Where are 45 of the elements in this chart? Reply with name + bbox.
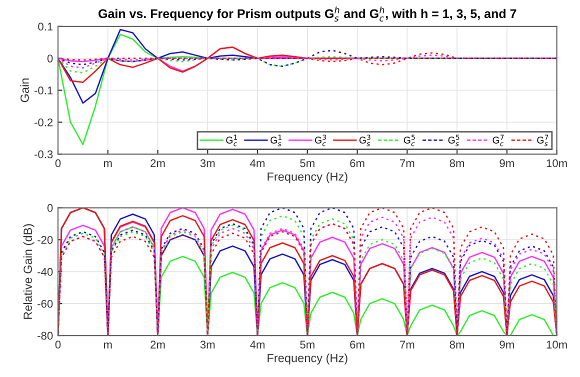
legend-label: G$^{3}$$_{s}$ <box>359 134 370 146</box>
legend-label: G$^{7}$$_{s}$ <box>537 134 548 146</box>
x-axis-title: Frequency (Hz) <box>268 354 348 365</box>
x-tick-label: 5m <box>300 340 314 349</box>
x-tick-label: 8m <box>450 159 464 168</box>
x-tick-label: 2m <box>150 159 165 168</box>
y-tick-label: -0.1 <box>34 86 53 94</box>
x-tick-label: 5m <box>300 159 314 168</box>
y-tick-label: -0.2 <box>34 118 53 126</box>
legend-label: G$^{5}$$_{s}$ <box>448 134 460 146</box>
x-tick-label: 7m <box>400 340 414 348</box>
x-tick-label: 7m <box>400 159 414 168</box>
y-tick-label: 0 <box>47 204 53 212</box>
y-tick-label: -60 <box>38 300 53 308</box>
y-tick-label: 0.1 <box>38 22 53 31</box>
legend-label: G$^{1}$$_{c}$ <box>226 134 238 146</box>
x-tick-label: 0 <box>55 340 61 349</box>
chart-title: Gain vs. Frequency for Prism outputs G$^{h}$$_{s}$ and G$^{h}$$_{c}$, with h = 1, 3, 5, and 7 <box>98 6 516 22</box>
x-tick-label: 2m <box>150 340 165 348</box>
x-tick-label: 4m <box>250 159 265 168</box>
x-tick-label: 9m <box>500 159 514 168</box>
y-tick-label: -80 <box>38 332 53 340</box>
y-axis-title: Gain <box>20 78 29 102</box>
y-tick-label: -20 <box>38 236 53 244</box>
x-tick-label: 10m <box>546 159 567 168</box>
x-tick-label: 9m <box>500 340 514 349</box>
y-tick-label: -0.3 <box>34 150 53 158</box>
legend-label: G$^{3}$$_{c}$ <box>315 134 326 146</box>
y-axis-title: Relative Gain (dB) <box>23 224 34 319</box>
x-tick-label: m <box>104 342 112 348</box>
x-tick-label: 10m <box>546 340 567 349</box>
x-tick-label: 0 <box>55 159 61 168</box>
y-tick-label: 0 <box>47 54 53 62</box>
x-tick-label: 4m <box>250 340 265 348</box>
x-axis-title: Frequency (Hz) <box>268 172 348 184</box>
legend-label: G$^{7}$$_{c}$ <box>492 134 504 146</box>
legend-label: G$^{1}$$_{s}$ <box>270 134 282 146</box>
x-tick-label: 6m <box>350 159 364 168</box>
legend-label: G$^{5}$$_{c}$ <box>404 134 415 146</box>
x-tick-label: 6m <box>350 340 364 349</box>
x-tick-label: 3m <box>200 159 215 168</box>
y-tick-label: -40 <box>38 268 53 276</box>
x-tick-label: m <box>104 161 112 168</box>
x-tick-label: 3m <box>200 340 215 349</box>
x-tick-label: 8m <box>450 340 464 349</box>
